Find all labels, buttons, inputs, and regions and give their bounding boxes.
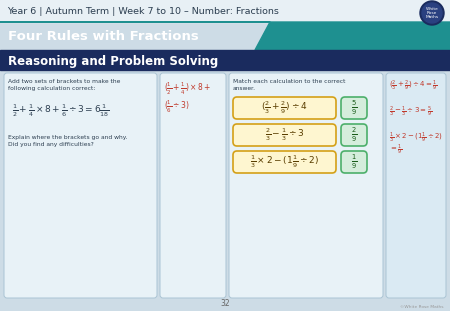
FancyBboxPatch shape [233,97,336,119]
Text: $(\frac{1}{2} + \frac{1}{4}) \times 8 +$: $(\frac{1}{2} + \frac{1}{4}) \times 8 +$ [164,81,211,97]
Text: Four Rules with Fractions: Four Rules with Fractions [8,30,199,44]
FancyBboxPatch shape [341,97,367,119]
Text: Reasoning and Problem Solving: Reasoning and Problem Solving [8,54,218,67]
Text: Match each calculation to the correct: Match each calculation to the correct [233,79,346,84]
Text: Did you find any difficulties?: Did you find any difficulties? [8,142,94,147]
Text: $(\frac{1}{6} \div 3)$: $(\frac{1}{6} \div 3)$ [164,99,190,115]
FancyBboxPatch shape [341,151,367,173]
Text: $\frac{5}{9}$: $\frac{5}{9}$ [351,99,357,117]
Text: $(\frac{2}{3} + \frac{2}{9}) \div 4$: $(\frac{2}{3} + \frac{2}{9}) \div 4$ [261,100,308,116]
Text: Maths: Maths [425,15,439,19]
FancyBboxPatch shape [341,124,367,146]
Text: ©White Rose Maths: ©White Rose Maths [400,305,444,309]
Text: Add two sets of brackets to make the: Add two sets of brackets to make the [8,79,121,84]
Text: $\frac{2}{9}$: $\frac{2}{9}$ [351,126,357,144]
Bar [0,0,450,22]
Circle shape [420,1,444,25]
Text: Explain where the brackets go and why.: Explain where the brackets go and why. [8,135,127,140]
Bar [0,50,450,70]
FancyBboxPatch shape [233,124,336,146]
Circle shape [422,3,442,23]
Text: 32: 32 [220,299,230,309]
FancyBboxPatch shape [233,151,336,173]
Text: $\frac{2}{3} - \frac{1}{3} \div 3 = \frac{5}{9}$: $\frac{2}{3} - \frac{1}{3} \div 3 = \fra… [389,105,432,119]
Text: $= \frac{1}{9}$: $= \frac{1}{9}$ [389,143,403,157]
Text: $\frac{1}{3} \times 2 - (1\frac{1}{9} \div 2)$: $\frac{1}{3} \times 2 - (1\frac{1}{9} \d… [250,154,319,170]
Text: $\frac{1}{3} \times 2 - (1\frac{1}{9} \div 2)$: $\frac{1}{3} \times 2 - (1\frac{1}{9} \d… [389,131,443,145]
Polygon shape [0,22,450,50]
FancyBboxPatch shape [4,73,157,298]
Text: $\frac{1}{2} + \frac{1}{4} \times 8 + \frac{1}{6} \div 3 = 6\frac{1}{18}$: $\frac{1}{2} + \frac{1}{4} \times 8 + \f… [12,103,110,119]
Text: Year 6 | Autumn Term | Week 7 to 10 – Number: Fractions: Year 6 | Autumn Term | Week 7 to 10 – Nu… [7,7,279,16]
FancyBboxPatch shape [160,73,226,298]
Text: $\frac{1}{9}$: $\frac{1}{9}$ [351,153,357,171]
Text: $\frac{2}{3} - \frac{1}{3} \div 3$: $\frac{2}{3} - \frac{1}{3} \div 3$ [265,127,304,143]
Text: following calculation correct:: following calculation correct: [8,86,95,91]
FancyBboxPatch shape [229,73,383,298]
FancyBboxPatch shape [386,73,446,298]
Text: White: White [426,7,438,11]
Text: $(\frac{2}{3} + \frac{2}{9}) \div 4 = \frac{1}{9}$: $(\frac{2}{3} + \frac{2}{9}) \div 4 = \f… [389,79,438,93]
Text: answer.: answer. [233,86,256,91]
Text: Rose: Rose [427,11,437,15]
